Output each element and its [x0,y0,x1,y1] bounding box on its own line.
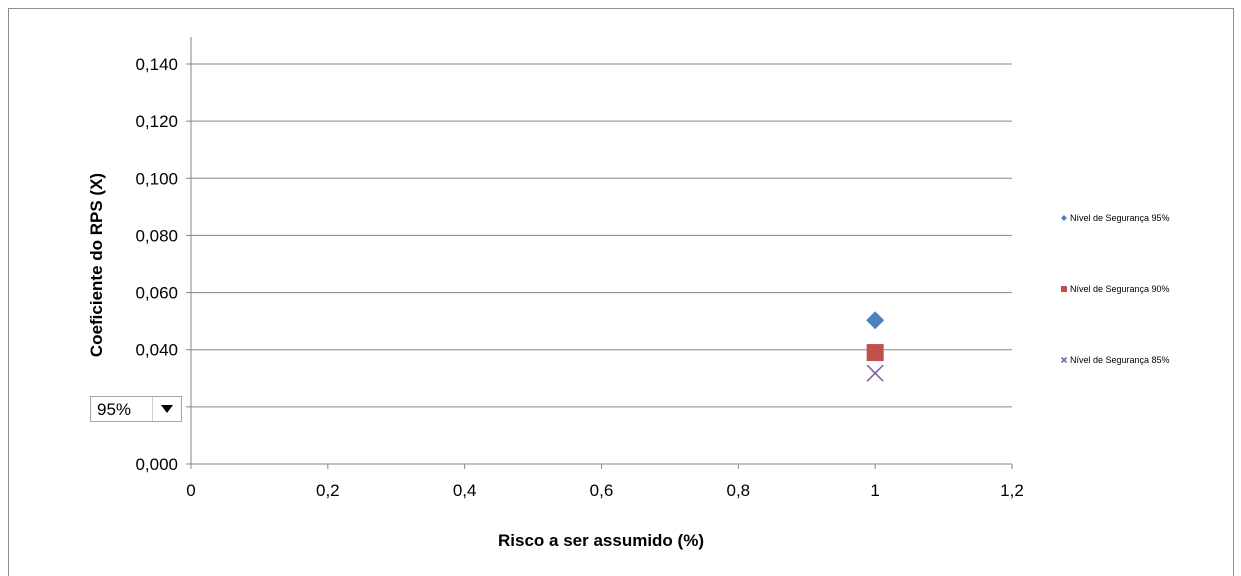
legend-marker [1061,286,1067,292]
level-dropdown[interactable]: 95% [90,396,182,422]
data-points [866,311,885,382]
legend-marker [1061,215,1067,221]
y-tick-label: 0,120 [135,112,178,131]
x-marker-stroke [866,364,884,382]
x-tick-label: 0,2 [316,481,340,500]
dropdown-button[interactable] [152,397,181,421]
x-axis-title: Risco a ser assumido (%) [498,531,704,550]
data-point [866,311,885,330]
data-point [866,364,884,382]
x-tick-label: 0 [186,481,195,500]
legend-label: Nível de Segurança 95% [1070,213,1170,223]
x-tick-label: 0,8 [727,481,751,500]
chart-area [8,8,1234,576]
y-tick-label: 0,100 [135,169,178,188]
x-tick-label: 0,4 [453,481,477,500]
chevron-down-icon [161,405,173,413]
y-tick-label: 0,000 [135,455,178,474]
y-tick-label: 0,140 [135,55,178,74]
x-tick-label: 0,6 [590,481,614,500]
legend: Nível de Segurança 95% Nível de Segurança… [1060,213,1170,365]
gridlines [191,63,1012,408]
x-tick-label: 1,2 [1000,481,1024,500]
y-tick-label: 0,080 [135,226,178,245]
y-tick-label: 0,040 [135,341,178,360]
x-tick-labels: 0 0,2 0,4 0,6 0,8 1 1,2 [186,481,1024,500]
y-tick-label: 0,060 [135,284,178,303]
data-point [866,344,884,362]
x-marker-stroke [1060,356,1068,364]
legend-label: Nível de Segurança 90% [1070,284,1170,294]
legend-label: Nível de Segurança 85% [1070,355,1170,365]
x-tick-label: 1 [870,481,879,500]
axes [186,37,1013,469]
dropdown-value: 95% [97,400,132,419]
legend-marker [1060,356,1068,364]
y-axis-title: Coeficiente do RPS (X) [87,173,106,357]
